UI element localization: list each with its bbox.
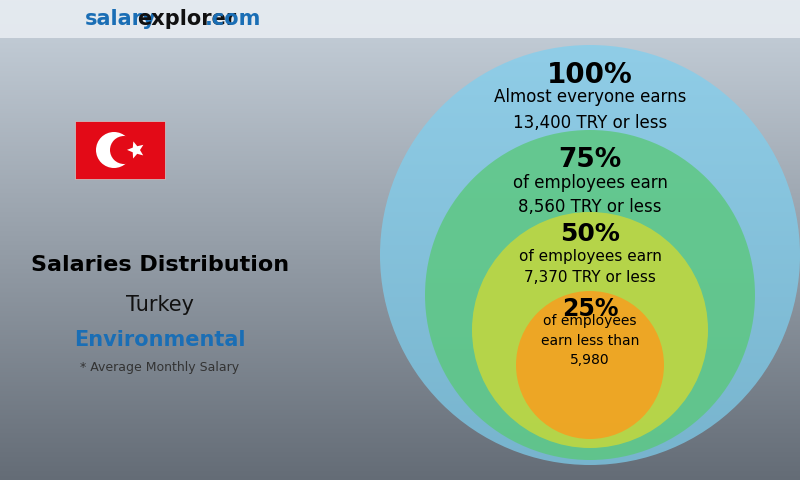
Text: of employees
earn less than
5,980: of employees earn less than 5,980: [541, 314, 639, 368]
Circle shape: [425, 130, 755, 460]
Text: 100%: 100%: [547, 61, 633, 89]
Text: of employees earn
7,370 TRY or less: of employees earn 7,370 TRY or less: [518, 249, 662, 285]
Polygon shape: [127, 142, 143, 158]
Text: Environmental: Environmental: [74, 330, 246, 350]
Circle shape: [472, 212, 708, 448]
Text: salary: salary: [85, 9, 157, 29]
Text: Almost everyone earns
13,400 TRY or less: Almost everyone earns 13,400 TRY or less: [494, 88, 686, 132]
Text: of employees earn
8,560 TRY or less: of employees earn 8,560 TRY or less: [513, 173, 667, 216]
Text: 75%: 75%: [558, 147, 622, 173]
Text: .com: .com: [205, 9, 262, 29]
Text: Salaries Distribution: Salaries Distribution: [31, 255, 289, 275]
FancyBboxPatch shape: [75, 121, 165, 179]
FancyBboxPatch shape: [0, 0, 800, 38]
Text: Turkey: Turkey: [126, 295, 194, 315]
Text: * Average Monthly Salary: * Average Monthly Salary: [81, 361, 239, 374]
Text: 25%: 25%: [562, 297, 618, 321]
Text: explorer: explorer: [137, 9, 236, 29]
Text: 50%: 50%: [560, 222, 620, 246]
Circle shape: [110, 136, 138, 164]
Circle shape: [516, 291, 664, 439]
Circle shape: [96, 132, 132, 168]
Circle shape: [380, 45, 800, 465]
